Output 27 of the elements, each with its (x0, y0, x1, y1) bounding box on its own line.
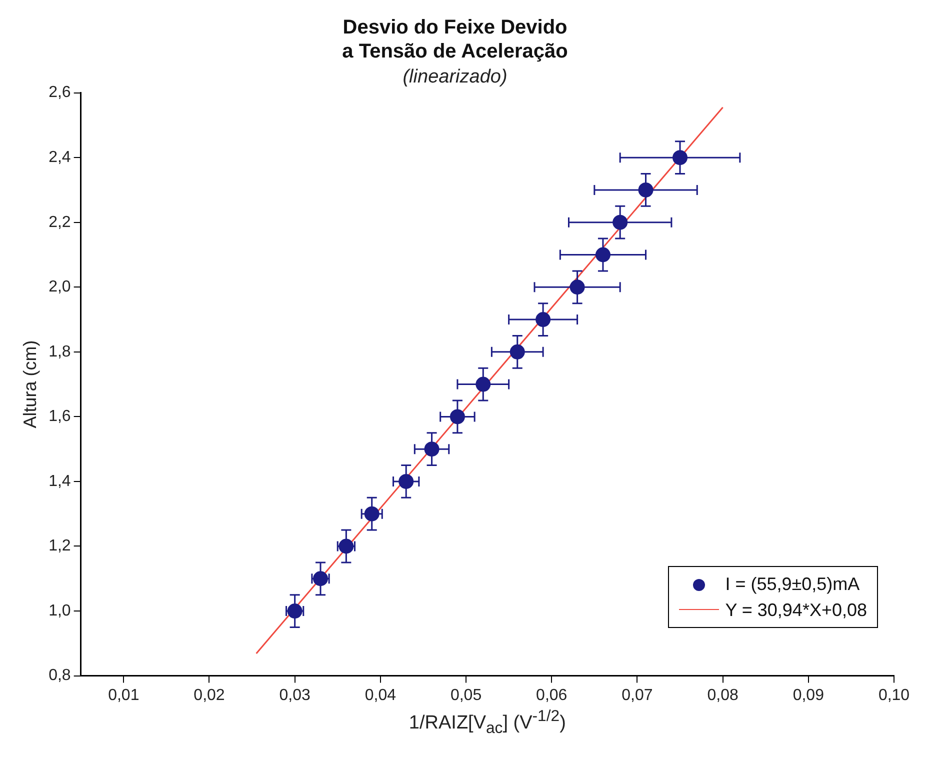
x-axis-title: 1/RAIZ[V$_{ac}$] (V$^{-1/2}$) (408, 708, 567, 738)
y-tick-label: 0,8 (48, 667, 71, 684)
x-tick-label: 0,10 (878, 686, 910, 704)
y-tick-label: 2,2 (48, 214, 71, 231)
text: Desvio do Feixe Devido (342, 16, 568, 39)
x-tick-label: 0,08 (707, 686, 738, 704)
y-tick-label: 1,4 (48, 472, 71, 490)
x-tick-label: 0,01 (108, 686, 140, 704)
legend-label: Y = 30,94*X+0,08 (725, 598, 867, 622)
y-tick-label: 1,0 (48, 602, 71, 620)
chart-subtitle: (linearizado) (402, 66, 508, 88)
x-tick-label: 0,09 (792, 686, 824, 704)
x-tick-label: 0,02 (194, 686, 225, 704)
x-tick-label: 0,03 (279, 686, 311, 704)
legend-label: I = (55,9±0,5)mA (725, 572, 860, 596)
y-tick-label: 2,6 (48, 84, 71, 102)
y-tick-label: 1,8 (48, 343, 71, 360)
y-tick-label: 2,4 (48, 148, 71, 166)
x-tick-label: 0,05 (450, 686, 482, 704)
y-tick-label: 2,0 (48, 278, 71, 296)
y-tick-label: 1,2 (48, 538, 71, 555)
x-tick-label: 0,06 (536, 686, 568, 704)
y-tick-label: 1,6 (48, 408, 71, 426)
y-axis-title: Altura (cm) (20, 340, 40, 428)
x-tick-label: 0,07 (622, 686, 653, 704)
x-tick-label: 0,04 (364, 686, 396, 704)
text: a Tensão de Aceleração (342, 40, 568, 63)
